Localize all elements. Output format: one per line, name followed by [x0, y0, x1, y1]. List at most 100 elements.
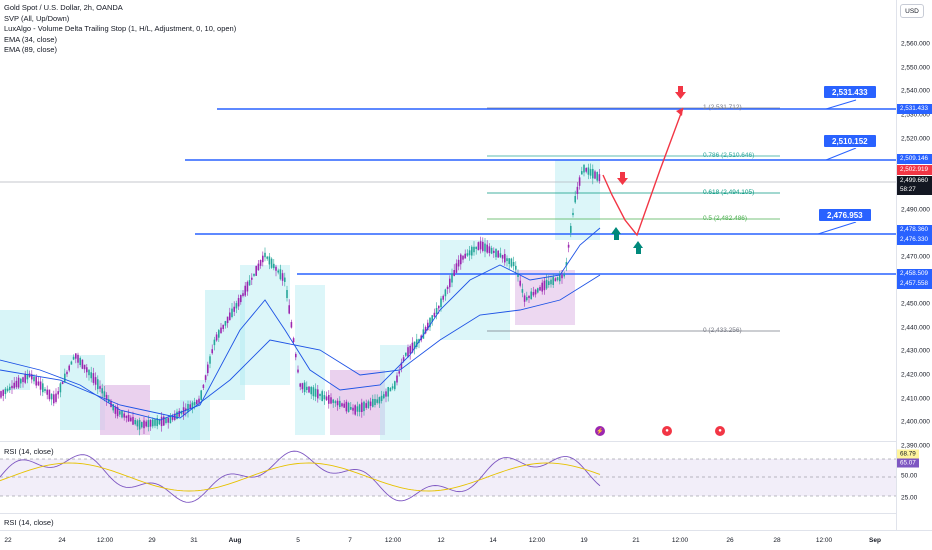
symbol-title[interactable]: Gold Spot / U.S. Dollar, 2h, OANDA [4, 3, 123, 12]
indicator-luxalgo[interactable]: LuxAlgo - Volume Delta Trailing Stop (1,… [4, 24, 237, 33]
candle-body [75, 353, 77, 359]
candle-body [455, 263, 458, 273]
price-tick: 2,430.000 [901, 347, 930, 355]
currency-button[interactable]: USD [900, 4, 924, 18]
event-flag-us-icon[interactable]: ● [662, 426, 672, 436]
candle-body [207, 364, 209, 374]
rsi-title[interactable]: RSI (14, close) [4, 447, 54, 456]
candle-body [94, 377, 97, 385]
candle-body [510, 258, 513, 267]
candle-body [4, 388, 7, 395]
candle-body [215, 334, 218, 341]
candle-body [543, 280, 546, 291]
candle-body [114, 406, 117, 414]
candle-body [57, 391, 59, 395]
fib-label-1: 1 (2,531.712) [703, 104, 742, 111]
candle-body [339, 400, 341, 407]
rsi-title-2[interactable]: RSI (14, close) [4, 518, 54, 527]
candle-body [310, 386, 312, 395]
price-callout-3[interactable]: 2,476.953 [818, 208, 872, 222]
candle-body [506, 258, 508, 262]
event-flag-us-icon[interactable]: ● [715, 426, 725, 436]
candle-body [598, 174, 601, 182]
candle-body [581, 171, 583, 175]
candle-body [550, 279, 552, 285]
candle-body [55, 393, 57, 402]
candlesticks [0, 163, 601, 436]
price-badge: 2,457.558 [897, 279, 932, 289]
candle-body [171, 416, 174, 420]
fib-label-0786: 0.786 (2,510.646) [703, 152, 755, 159]
price-tick: 2,520.000 [901, 135, 930, 143]
candle-body [526, 297, 528, 301]
candle-body [321, 391, 323, 402]
candle-body [466, 253, 469, 256]
rsi-chart [0, 450, 896, 503]
candle-body [319, 393, 321, 397]
candle-body [17, 377, 20, 388]
time-tick: 12:00 [528, 537, 546, 544]
candle-body [70, 361, 73, 365]
candle-body [262, 255, 264, 263]
price-chart[interactable] [0, 0, 896, 440]
price-tick: 2,530.000 [901, 111, 930, 119]
price-tick: 2,420.000 [901, 371, 930, 379]
candle-body [152, 419, 154, 427]
candle-body [325, 396, 328, 401]
time-tick: 7 [348, 537, 352, 544]
rsi-pane[interactable]: RSI (14, close) [0, 441, 896, 513]
candle-body [534, 289, 537, 295]
volume-zones [0, 160, 600, 440]
candle-body [244, 285, 246, 296]
price-badge: 2,502.919 [897, 165, 932, 175]
event-lightning-icon[interactable]: ⚡ [595, 426, 605, 436]
candle-body [33, 376, 35, 382]
candle-body [185, 408, 187, 411]
candle-body [213, 339, 216, 346]
volume-zone [380, 345, 410, 440]
rsi-line [0, 450, 601, 503]
candle-body [312, 387, 315, 397]
candle-body [2, 389, 4, 396]
indicator-svp[interactable]: SVP (All, Up/Down) [4, 13, 70, 23]
volume-zone [295, 285, 325, 435]
candle-body [53, 394, 55, 404]
candle-body [103, 391, 106, 397]
candle-body [116, 406, 119, 417]
candle-body [149, 419, 152, 427]
horizontal-levels [185, 108, 896, 275]
time-axis[interactable]: 22 24 12:00 29 31 Aug 5 7 12:00 12 14 12:00 19 21 12:0… [0, 530, 932, 550]
candle-body [422, 329, 425, 339]
candle-body [332, 399, 334, 403]
candle-body [176, 411, 178, 419]
candle-body [259, 260, 262, 266]
candle-body [528, 295, 530, 299]
candle-body [521, 289, 524, 293]
indicator-ema-89[interactable]: EMA (89, close) [4, 45, 57, 54]
candle-body [376, 399, 378, 403]
time-tick: 28 [773, 537, 781, 544]
candle-body [44, 388, 46, 392]
candle-body [576, 186, 579, 194]
candle-body [284, 277, 286, 282]
candle-body [400, 362, 403, 369]
price-tick: 2,470.000 [901, 253, 930, 261]
candle-body [477, 242, 480, 251]
indicator-ema-34[interactable]: EMA (34, close) [4, 34, 57, 44]
main-chart-pane[interactable]: Gold Spot / U.S. Dollar, 2h, OANDA SVP (… [0, 0, 896, 440]
candle-body [72, 356, 75, 360]
candle-body [31, 374, 33, 380]
price-callout-2[interactable]: 2,510.152 [823, 134, 877, 148]
ema-lines [0, 227, 601, 421]
price-callout-1[interactable]: 2,531.433 [823, 85, 877, 99]
candle-body [427, 322, 429, 330]
candle-body [163, 416, 165, 426]
rsi-pane-2[interactable]: RSI (14, close) [0, 513, 896, 530]
candle-body [290, 322, 293, 328]
candle-body [64, 373, 66, 383]
candle-body [119, 411, 121, 415]
candle-body [354, 405, 356, 415]
candle-body [424, 327, 427, 334]
time-tick: 12 [437, 537, 445, 544]
candle-body [411, 342, 414, 353]
